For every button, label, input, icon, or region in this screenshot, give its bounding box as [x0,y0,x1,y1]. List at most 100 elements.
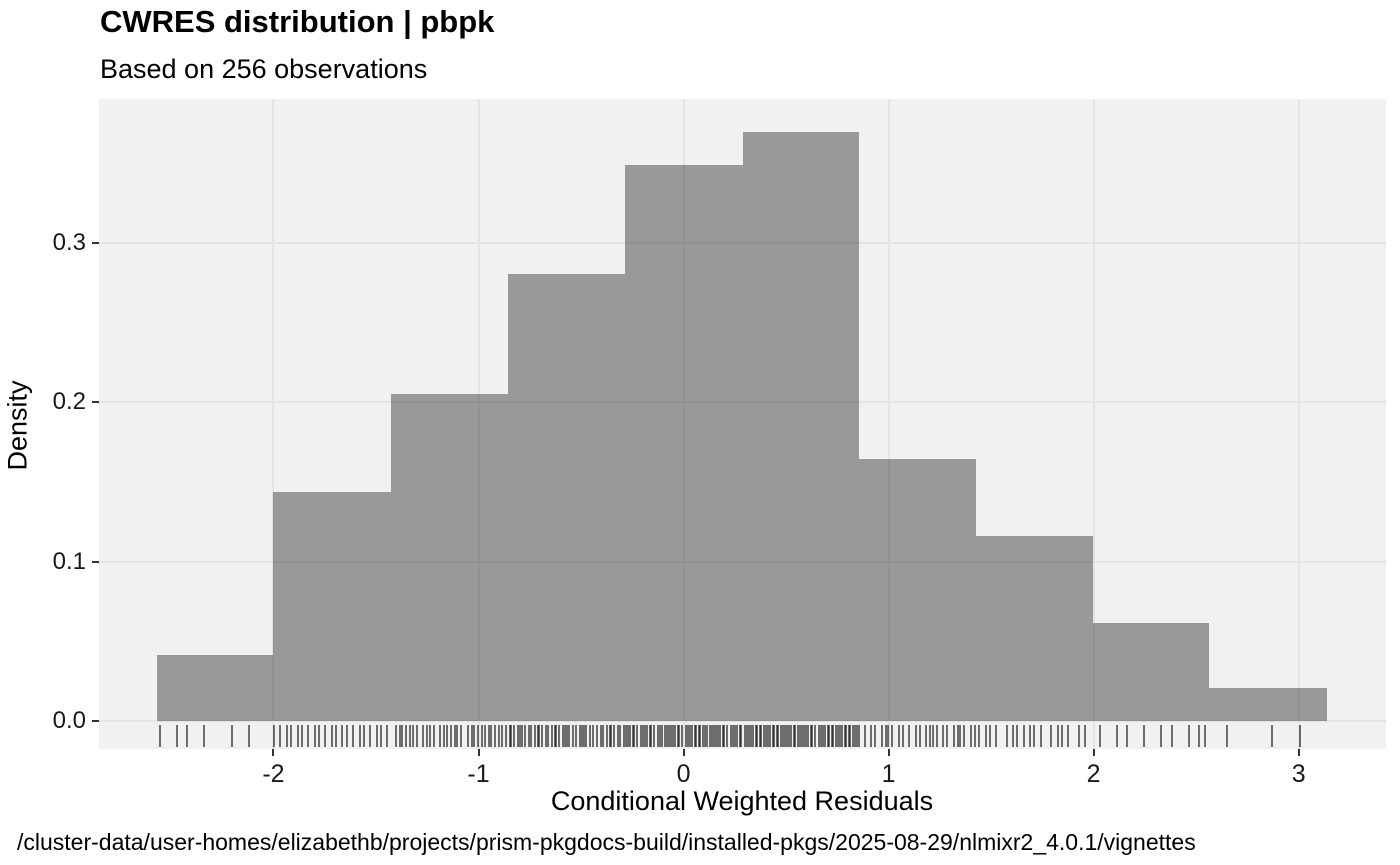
rug-tick [1012,724,1015,747]
rug-tick [712,724,715,747]
rug-tick [300,724,303,747]
rug-tick [635,724,638,747]
rug-tick [701,724,704,747]
x-axis-title: Conditional Weighted Residuals [550,786,934,816]
rug-tick [666,724,668,747]
rug-tick [834,724,837,747]
rug-tick [699,724,702,747]
rug-tick [1016,724,1019,747]
rug-tick [729,724,732,747]
rug-tick [516,724,519,747]
y-tick-label: 0.0 [52,706,86,734]
y-gridline [99,401,1386,404]
rug-tick [1126,724,1129,747]
rug-tick [897,724,900,747]
rug-tick [652,724,655,747]
rug-tick [599,724,602,747]
y-gridline [99,242,1386,245]
rug-tick [786,724,789,747]
rug-tick [754,724,757,747]
rug-tick [439,724,442,747]
rug-tick [547,724,550,747]
rug-tick [289,724,292,747]
rug-tick [530,724,533,747]
rug-tick [317,724,320,747]
rug-tick [687,724,690,747]
rug-tick [481,724,484,747]
rug-tick [925,724,928,747]
x-gridline [887,99,890,749]
y-tick-mark [92,719,99,722]
rug-tick [732,724,735,747]
rug-tick [453,724,456,747]
rug-tick [1225,724,1228,747]
rug-tick [411,724,414,747]
rug-tick [775,724,778,747]
rug-tick [777,724,780,747]
rug-tick [313,724,316,747]
rug-tick [716,724,719,747]
rug-tick [564,724,567,747]
rug-tick [1084,724,1087,747]
rug-tick [760,724,763,747]
rug-tick [285,724,288,747]
y-tick-mark [92,242,99,245]
rug-tick [386,724,389,747]
rug-tick [595,724,598,747]
rug-tick [565,724,568,747]
rug-tick [422,724,425,747]
rug-tick [483,724,486,747]
rug-tick [779,724,782,747]
rug-tick [691,724,694,747]
rug-tick [341,724,344,747]
x-tick-label: 0 [676,760,691,788]
rug-tick [536,724,539,747]
rug-tick [758,724,761,747]
rug-tick [626,724,629,747]
rug-tick [521,724,523,747]
rug-tick [843,724,846,747]
rug-tick [1160,724,1163,747]
rug-tick [790,724,793,747]
rug-tick [498,724,501,747]
histogram-bar [975,535,1093,721]
y-gridline [99,560,1386,563]
rug-tick [409,724,412,747]
rug-tick [487,724,490,747]
rug-tick [956,724,959,747]
rug-tick [738,724,741,747]
rug-tick [330,724,333,747]
histogram-bar [1208,688,1327,721]
rug-tick [887,724,890,747]
x-tick-label: -2 [262,760,285,788]
rug-tick [473,724,476,747]
rug-tick [574,724,577,747]
rug-tick [1077,724,1080,747]
rug-tick [756,724,759,747]
rug-tick [557,724,560,747]
rug-tick [828,724,831,747]
rug-tick [959,724,962,747]
rug-tick [553,724,556,747]
histogram-bar [1093,622,1209,721]
rug-tick [375,724,378,747]
caption-path: /cluster-data/user-homes/elizabethb/proj… [17,829,1196,855]
rug-tick [591,724,594,747]
y-gridline [99,719,1386,722]
rug-tick [711,724,714,747]
rug-tick [352,724,355,747]
x-tick-label: 2 [1086,760,1101,788]
rug-tick [826,724,829,747]
rug-tick [470,724,473,747]
rug-tick [625,724,628,747]
rug-tick [725,724,728,747]
rug-tick [572,724,575,747]
y-tick-mark [92,560,99,563]
x-tick-mark [1297,749,1300,756]
rug-tick [648,724,651,747]
rug-tick [794,724,797,747]
rug-tick [697,724,700,747]
rug-tick [426,724,429,747]
rug-tick [369,724,372,747]
rug-tick [540,724,543,747]
